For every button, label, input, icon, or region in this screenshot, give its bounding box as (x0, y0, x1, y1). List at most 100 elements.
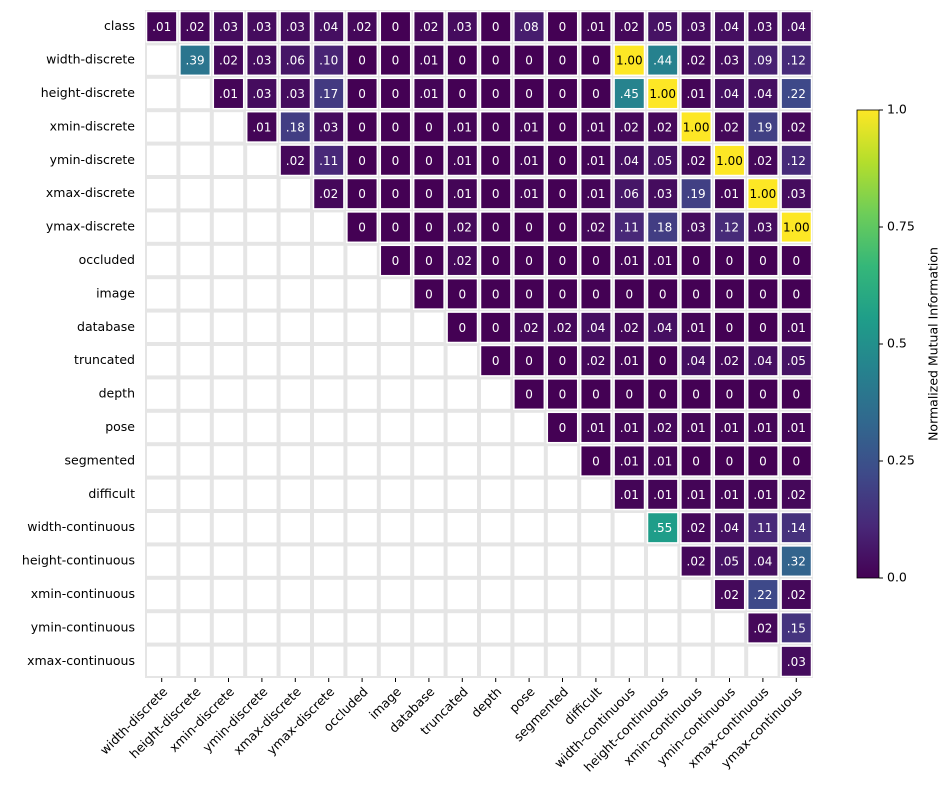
cell-label: 0 (358, 54, 366, 68)
empty-cell (447, 579, 477, 610)
empty-cell (180, 112, 210, 142)
heatmap-cell (680, 311, 713, 344)
y-tick-label: truncated (74, 352, 135, 367)
empty-cell (180, 145, 210, 175)
heatmap-cell (579, 110, 612, 143)
heatmap-cell (780, 311, 813, 344)
cell-label: .03 (653, 187, 672, 201)
empty-cell (547, 513, 578, 543)
cell-label: .01 (453, 120, 472, 134)
cell-label: .01 (687, 421, 706, 435)
heatmap-cell (646, 77, 679, 110)
heatmap-cell (613, 478, 646, 511)
cell-label: 0 (759, 254, 767, 268)
cell-label: .22 (787, 87, 806, 101)
heatmap-cell (646, 344, 679, 377)
heatmap-cell (412, 44, 445, 77)
heatmap-cell (379, 244, 412, 277)
colorbar-tick-label: 1.0 (887, 102, 907, 117)
empty-cell (147, 546, 177, 576)
heatmap-cell (713, 77, 746, 110)
heatmap-cell (713, 578, 746, 611)
cell-label: .02 (353, 20, 372, 34)
empty-cell (213, 379, 244, 409)
cell-label: 0 (392, 154, 400, 168)
empty-cell (648, 613, 678, 643)
cell-label: .03 (286, 20, 305, 34)
empty-cell (213, 412, 244, 443)
cell-label: 0 (592, 54, 600, 68)
empty-cell (547, 546, 578, 576)
heatmap-cell (713, 211, 746, 244)
empty-cell (213, 312, 244, 342)
empty-cell (681, 579, 711, 610)
heatmap-cell (579, 77, 612, 110)
empty-cell (147, 646, 177, 676)
empty-cell (147, 112, 177, 142)
heatmap-cell (713, 110, 746, 143)
heatmap-cell (446, 44, 479, 77)
empty-cell (514, 646, 544, 676)
heatmap-cell (613, 411, 646, 444)
y-tick-label: depth (99, 386, 135, 401)
cell-label: .02 (620, 120, 639, 134)
cell-label: 0 (492, 187, 500, 201)
empty-cell (147, 379, 177, 409)
heatmap-cell (680, 44, 713, 77)
heatmap-cell (713, 444, 746, 477)
heatmap-cell (412, 277, 445, 310)
heatmap-cell (680, 378, 713, 411)
heatmap-cell (713, 44, 746, 77)
empty-cell (380, 513, 411, 543)
heatmap-cell (780, 444, 813, 477)
cell-label: 0 (559, 221, 567, 235)
empty-cell (314, 646, 344, 676)
cell-label: .04 (620, 154, 639, 168)
heatmap-cell (646, 511, 679, 544)
empty-cell (213, 112, 244, 142)
empty-cell (414, 446, 444, 476)
cell-label: 0 (592, 254, 600, 268)
empty-cell (147, 145, 177, 175)
cell-label: 0 (659, 287, 667, 301)
cell-label: .15 (787, 621, 806, 635)
cell-label: .04 (319, 20, 338, 34)
cell-label: .01 (586, 20, 605, 34)
heatmap-cell (212, 44, 245, 77)
cell-label: 0 (592, 388, 600, 402)
heatmap-cell (680, 277, 713, 310)
cell-label: .04 (687, 354, 706, 368)
cell-label: 0 (492, 354, 500, 368)
heatmap-cell (646, 311, 679, 344)
y-tick-label: height-continuous (22, 553, 135, 568)
empty-cell (714, 613, 745, 643)
empty-cell (247, 412, 277, 443)
cell-label: 0 (559, 154, 567, 168)
empty-cell (514, 446, 544, 476)
empty-cell (414, 613, 444, 643)
heatmap-cell (613, 110, 646, 143)
cell-label: .22 (753, 588, 772, 602)
cell-label: 0 (559, 421, 567, 435)
empty-cell (481, 646, 511, 676)
heatmap-cell (646, 10, 679, 43)
heatmap-cell (412, 110, 445, 143)
empty-cell (380, 279, 411, 309)
heatmap-cell (579, 378, 612, 411)
empty-cell (314, 546, 344, 576)
empty-cell (147, 613, 177, 643)
heatmap-cell (680, 411, 713, 444)
empty-cell (280, 279, 310, 309)
empty-cell (147, 579, 177, 610)
cell-label: .03 (753, 20, 772, 34)
cell-label: .04 (787, 20, 806, 34)
empty-cell (213, 212, 244, 242)
cell-label: 0 (425, 120, 433, 134)
heatmap-cell (479, 77, 512, 110)
cell-label: 0 (726, 254, 734, 268)
empty-cell (147, 245, 177, 276)
cell-label: .01 (753, 488, 772, 502)
cell-label: 1.00 (616, 54, 643, 68)
heatmap-cell (746, 110, 779, 143)
